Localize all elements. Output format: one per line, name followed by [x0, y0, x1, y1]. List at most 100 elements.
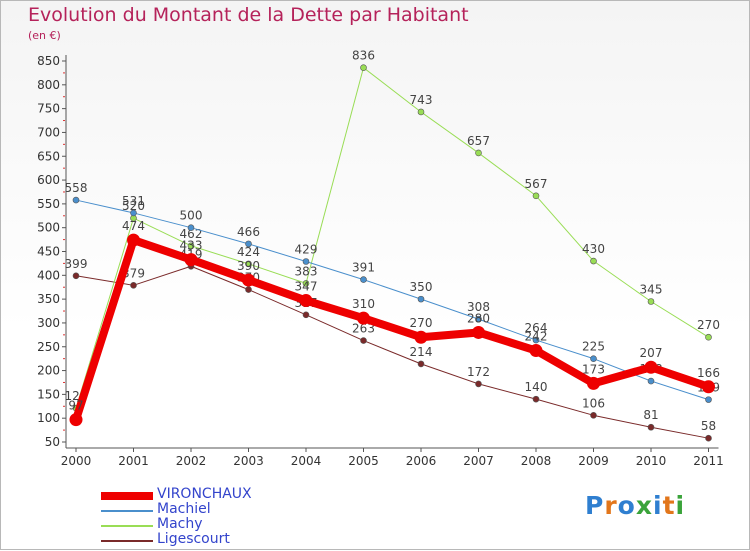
data-label-vironchaux: 173	[582, 362, 605, 376]
data-label-machiel: 500	[180, 209, 203, 223]
logo-letter: r	[604, 491, 618, 520]
y-tick-label: 400	[37, 268, 60, 282]
data-point-ligescourt	[302, 311, 310, 319]
data-label-machy: 424	[237, 245, 260, 259]
series-line-ligescourt	[75, 265, 709, 439]
data-point-machiel	[705, 396, 712, 403]
series-ligescourt: 3993794193703172632141721401068158	[65, 247, 716, 442]
data-point-machiel	[475, 315, 482, 323]
x-tick-label: 2007	[463, 454, 494, 468]
logo-letter: o	[617, 491, 636, 520]
data-point-ligescourt	[647, 423, 655, 431]
legend-swatch	[101, 492, 153, 500]
data-label-machiel: 558	[65, 181, 88, 195]
data-point-machiel	[360, 276, 367, 283]
data-label-machiel: 429	[295, 243, 318, 257]
legend-label: Ligescourt	[157, 531, 230, 547]
data-point-machy	[417, 108, 425, 116]
data-point-machiel	[187, 224, 195, 231]
data-point-ligescourt	[475, 380, 482, 388]
x-tick-label: 2004	[291, 454, 322, 468]
x-tick-label: 2002	[176, 454, 207, 468]
data-label-ligescourt: 140	[525, 380, 548, 394]
legend-label: Machy	[157, 516, 203, 532]
data-point-vironchaux	[414, 330, 428, 344]
data-point-vironchaux	[472, 325, 485, 339]
data-point-machiel	[245, 240, 252, 248]
data-point-machiel	[72, 196, 80, 204]
y-tick-label: 50	[45, 435, 60, 449]
data-label-ligescourt: 214	[410, 345, 433, 359]
y-tick-label: 300	[37, 316, 60, 330]
data-point-vironchaux	[644, 360, 658, 374]
y-tick-label: 650	[37, 149, 60, 163]
data-point-machy	[705, 333, 712, 341]
y-tick-label: 250	[37, 340, 60, 354]
data-label-machiel: 391	[352, 261, 375, 275]
legend-label: VIRONCHAUX	[157, 486, 252, 502]
data-label-machy: 520	[122, 199, 145, 213]
data-label-machiel: 350	[410, 280, 433, 294]
data-point-machy	[647, 298, 655, 305]
data-label-vironchaux: 242	[525, 330, 548, 344]
data-point-machiel	[647, 377, 655, 385]
data-point-ligescourt	[590, 412, 597, 419]
data-point-vironchaux	[587, 376, 600, 390]
data-label-ligescourt: 172	[467, 365, 490, 379]
x-tick-label: 2009	[578, 454, 609, 468]
logo-letter: i	[653, 491, 663, 520]
data-point-machy	[187, 242, 195, 250]
y-tick-label: 100	[37, 411, 60, 425]
data-point-machy	[360, 64, 367, 71]
series-line-machiel	[75, 199, 709, 401]
data-point-ligescourt	[417, 360, 425, 368]
y-tick-label: 600	[37, 173, 60, 187]
y-tick-label: 700	[37, 125, 60, 139]
data-point-vironchaux	[242, 273, 255, 287]
data-point-machy	[302, 280, 310, 287]
x-tick-label: 2003	[233, 454, 264, 468]
data-label-vironchaux: 347	[295, 280, 318, 294]
data-point-machy	[532, 192, 540, 200]
data-point-vironchaux	[184, 253, 198, 267]
data-label-machy: 567	[525, 177, 548, 191]
data-label-machiel: 308	[467, 300, 490, 314]
data-point-machiel	[302, 258, 310, 265]
data-label-vironchaux: 310	[352, 297, 375, 311]
legend-swatch	[101, 540, 153, 542]
y-tick-label: 550	[37, 197, 60, 211]
y-tick-label: 800	[37, 78, 60, 92]
series-vironchaux: 97 474 433 390 347 310 270 280 242 173 207 166	[68, 219, 720, 427]
data-point-machiel	[532, 336, 540, 344]
data-label-ligescourt: 106	[582, 396, 605, 410]
x-tick-label: 2000	[61, 454, 92, 468]
data-point-ligescourt	[532, 395, 540, 403]
data-label-machiel: 466	[237, 225, 260, 239]
logo-letter: i	[675, 491, 686, 520]
x-tick-label: 2001	[118, 454, 149, 468]
data-label-machiel: 531	[122, 194, 145, 208]
data-label-machy: 743	[410, 93, 433, 107]
data-label-machy: 657	[467, 134, 490, 148]
legend-swatch	[101, 510, 153, 512]
y-tick-label: 200	[37, 364, 60, 378]
data-label-ligescourt: 263	[352, 322, 375, 336]
data-point-ligescourt	[72, 272, 80, 280]
data-label-ligescourt: 81	[643, 408, 658, 422]
data-label-vironchaux: 474	[122, 219, 145, 233]
data-label-ligescourt: 399	[65, 257, 88, 271]
logo-letter: x	[635, 491, 653, 520]
data-label-vironchaux: 270	[410, 316, 433, 330]
data-point-machiel	[417, 295, 425, 303]
data-point-vironchaux	[529, 344, 543, 358]
data-label-machy: 345	[640, 283, 663, 297]
data-label-machy: 462	[180, 227, 203, 241]
data-point-ligescourt	[245, 286, 252, 293]
data-label-vironchaux: 433	[180, 239, 203, 253]
data-label-vironchaux: 97	[68, 399, 83, 413]
data-label-vironchaux: 390	[237, 259, 260, 273]
data-label-vironchaux: 166	[697, 366, 720, 380]
data-label-vironchaux: 207	[640, 346, 663, 360]
data-point-ligescourt	[705, 434, 712, 442]
